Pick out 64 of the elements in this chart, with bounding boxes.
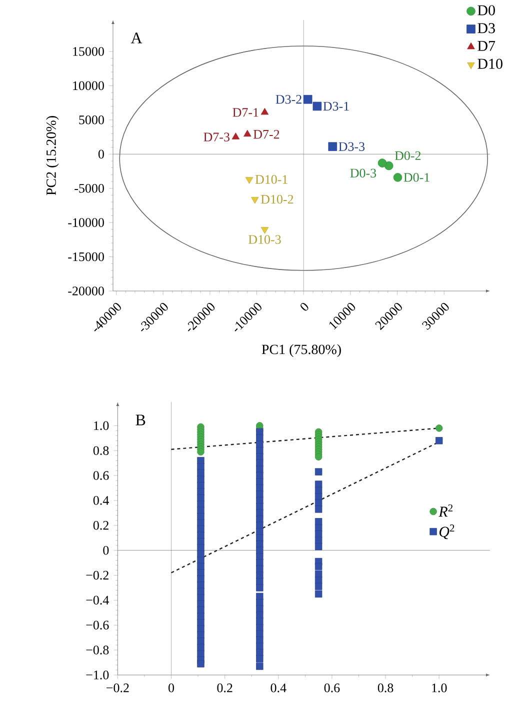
x-axis-title: PC1 (75.80%) <box>262 344 341 358</box>
y-tick-label: −0.6 <box>86 620 109 630</box>
point <box>303 94 312 104</box>
legend-label: R$^{2}$ <box>438 504 453 517</box>
y-tick-label: -10000 <box>68 218 104 227</box>
x-tick-label: 0.2 <box>217 684 232 692</box>
y-tick-label: 1.0 <box>94 421 109 430</box>
legend-label: D3 <box>478 23 495 34</box>
y-tick-label: −0.2 <box>86 570 108 580</box>
point <box>197 448 204 456</box>
annotation: D7-1 <box>232 108 258 117</box>
annotation: A <box>130 32 142 44</box>
y-tick-label: -15000 <box>68 252 104 262</box>
point <box>260 108 269 115</box>
annotation: D7-3 <box>204 132 230 142</box>
y-tick-label: 0.2 <box>93 520 108 530</box>
annotation: D7-2 <box>253 130 280 139</box>
legend-label: D0 <box>478 5 495 16</box>
y-tick-label: 0.6 <box>93 471 109 480</box>
x-tick-label: 0.8 <box>378 684 394 692</box>
annotation: D3-1 <box>323 102 349 111</box>
x-tick-label: 1.0 <box>432 684 447 692</box>
annotation: D10-1 <box>255 175 288 184</box>
y-tick-label: −1.0 <box>86 670 109 680</box>
y-axis-title: PC2 (15.20%) <box>46 116 59 196</box>
y-tick-label: 10000 <box>73 81 104 90</box>
annotation: D3-2 <box>276 95 302 104</box>
point <box>312 102 322 111</box>
annotation: D3-3 <box>338 142 365 151</box>
x-tick-label: 0.6 <box>324 684 340 692</box>
legend-label: D10 <box>478 58 502 69</box>
x-tick-label: 0.4 <box>270 684 286 692</box>
y-tick-label: −0.4 <box>86 596 109 605</box>
point <box>328 142 338 151</box>
point <box>251 196 259 204</box>
annotation: D10-2 <box>260 194 294 204</box>
annotation: B <box>136 414 146 426</box>
annotation: D0-1 <box>404 173 430 182</box>
y-tick-label: −0.8 <box>86 646 109 654</box>
point <box>232 132 240 140</box>
y-tick-label: 0 <box>98 150 104 159</box>
point <box>314 453 322 460</box>
point <box>384 161 394 170</box>
y-tick-label: 0.4 <box>93 496 109 505</box>
point <box>393 172 402 182</box>
y-tick-label: -20000 <box>68 286 104 296</box>
point <box>378 158 387 168</box>
y-tick-label: 0.8 <box>93 446 109 456</box>
y-tick-label: 15000 <box>73 47 104 56</box>
annotation: D0-3 <box>350 168 376 178</box>
y-tick-label: 0 <box>103 546 109 555</box>
x-tick-label: 0 <box>300 302 308 311</box>
x-tick-label: −0.2 <box>106 684 129 692</box>
legend-label: D7 <box>478 40 496 51</box>
annotation: D10-3 <box>248 235 281 244</box>
y-tick-label: 5000 <box>79 116 104 124</box>
point <box>260 227 269 234</box>
point <box>244 130 252 137</box>
y-tick-label: -5000 <box>74 184 104 193</box>
point <box>245 177 254 184</box>
legend-label: Q$^{2}$ <box>440 524 454 540</box>
point <box>436 424 443 432</box>
annotation: D0-2 <box>394 151 421 160</box>
x-tick-label: 0 <box>168 684 174 692</box>
